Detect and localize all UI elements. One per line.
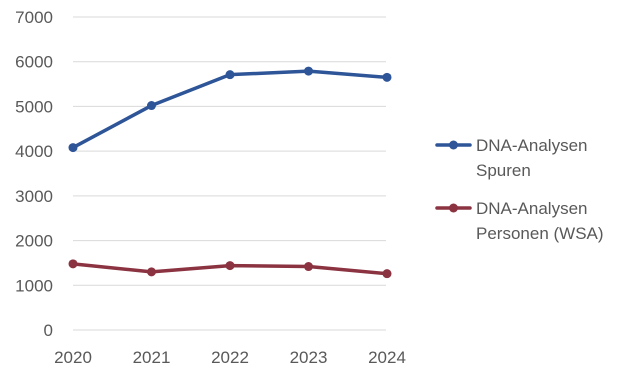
series-lines [68,66,392,279]
data-point [304,66,313,76]
y-tick-label: 5000 [15,97,53,116]
x-tick-label: 2024 [368,348,406,367]
data-point [68,259,78,269]
legend-label: Personen (WSA) [476,224,604,243]
y-tick-label: 1000 [15,276,53,295]
legend-label: DNA-Analysen [476,136,588,155]
data-point [147,101,156,111]
series-2 [68,259,392,279]
data-point [225,70,235,80]
legend-item-2: DNA-Analysen Personen (WSA) [435,199,604,243]
legend-label: Spuren [476,161,531,180]
data-point [68,143,78,153]
y-tick-label: 2000 [15,232,53,251]
y-tick-label: 3000 [15,187,53,206]
legend-marker [449,140,458,150]
series-line [71,69,389,150]
data-point [225,261,235,271]
data-point [382,72,392,82]
legend: DNA-Analysen Spuren DNA-Analysen Personen (… [435,136,604,243]
y-tick-label: 4000 [15,142,53,161]
y-axis-tick-labels: 0 1000 2000 3000 4000 5000 6000 7000 [15,8,53,340]
legend-label: DNA-Analysen [476,199,588,218]
data-point [382,269,392,279]
y-tick-label: 0 [44,321,53,340]
legend-marker [449,203,458,213]
y-tick-label: 6000 [15,53,53,72]
grid-lines [73,16,386,331]
y-tick-label: 7000 [15,8,53,27]
x-tick-label: 2022 [211,348,249,367]
data-point [304,262,313,272]
x-tick-label: 2020 [54,348,92,367]
x-tick-label: 2021 [133,348,171,367]
x-tick-label: 2023 [290,348,328,367]
series-1 [68,66,392,153]
data-point [147,267,156,277]
x-axis-tick-labels: 2020 2021 2022 2023 2024 [54,348,406,367]
legend-item-1: DNA-Analysen Spuren [435,136,588,180]
